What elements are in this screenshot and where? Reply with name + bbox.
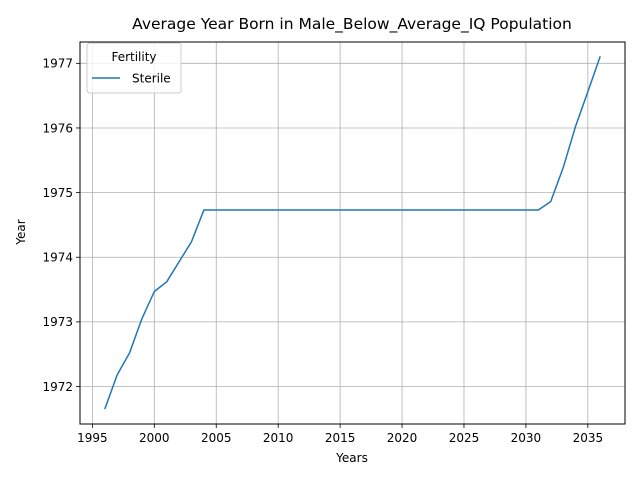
x-tick-label: 2010 [263,431,294,445]
y-tick-label: 1975 [42,186,73,200]
legend-title: Fertility [111,50,156,64]
series-lines [104,55,601,410]
y-axis-label: Year [14,219,28,245]
legend-box [86,42,182,94]
y-tick-label: 1977 [42,57,73,71]
legend: Fertility Sterile [86,42,182,94]
axes-frame [79,41,626,425]
x-tick-label: 2015 [325,431,356,445]
series-line-sterile [104,55,601,410]
x-axis-ticks: 1995 2000 2005 2010 2015 2020 2025 2030 2035 [77,424,603,445]
x-tick-label: 2025 [449,431,480,445]
y-tick-label: 1974 [42,251,73,265]
x-axis-label: Years [335,451,368,465]
legend-label-sterile: Sterile [132,72,171,86]
y-tick-label: 1972 [42,380,73,394]
chart-title: Average Year Born in Male_Below_Average_… [132,15,572,34]
x-tick-label: 1995 [77,431,108,445]
grid-lines [80,42,625,424]
x-tick-label: 2000 [139,431,170,445]
y-axis-ticks: 1972 1973 1974 1975 1976 1977 [42,57,80,394]
x-tick-label: 2035 [573,431,604,445]
y-tick-label: 1973 [42,315,73,329]
x-tick-label: 2020 [387,431,418,445]
x-tick-label: 2005 [201,431,232,445]
x-tick-label: 2030 [511,431,542,445]
y-tick-label: 1976 [42,121,73,135]
